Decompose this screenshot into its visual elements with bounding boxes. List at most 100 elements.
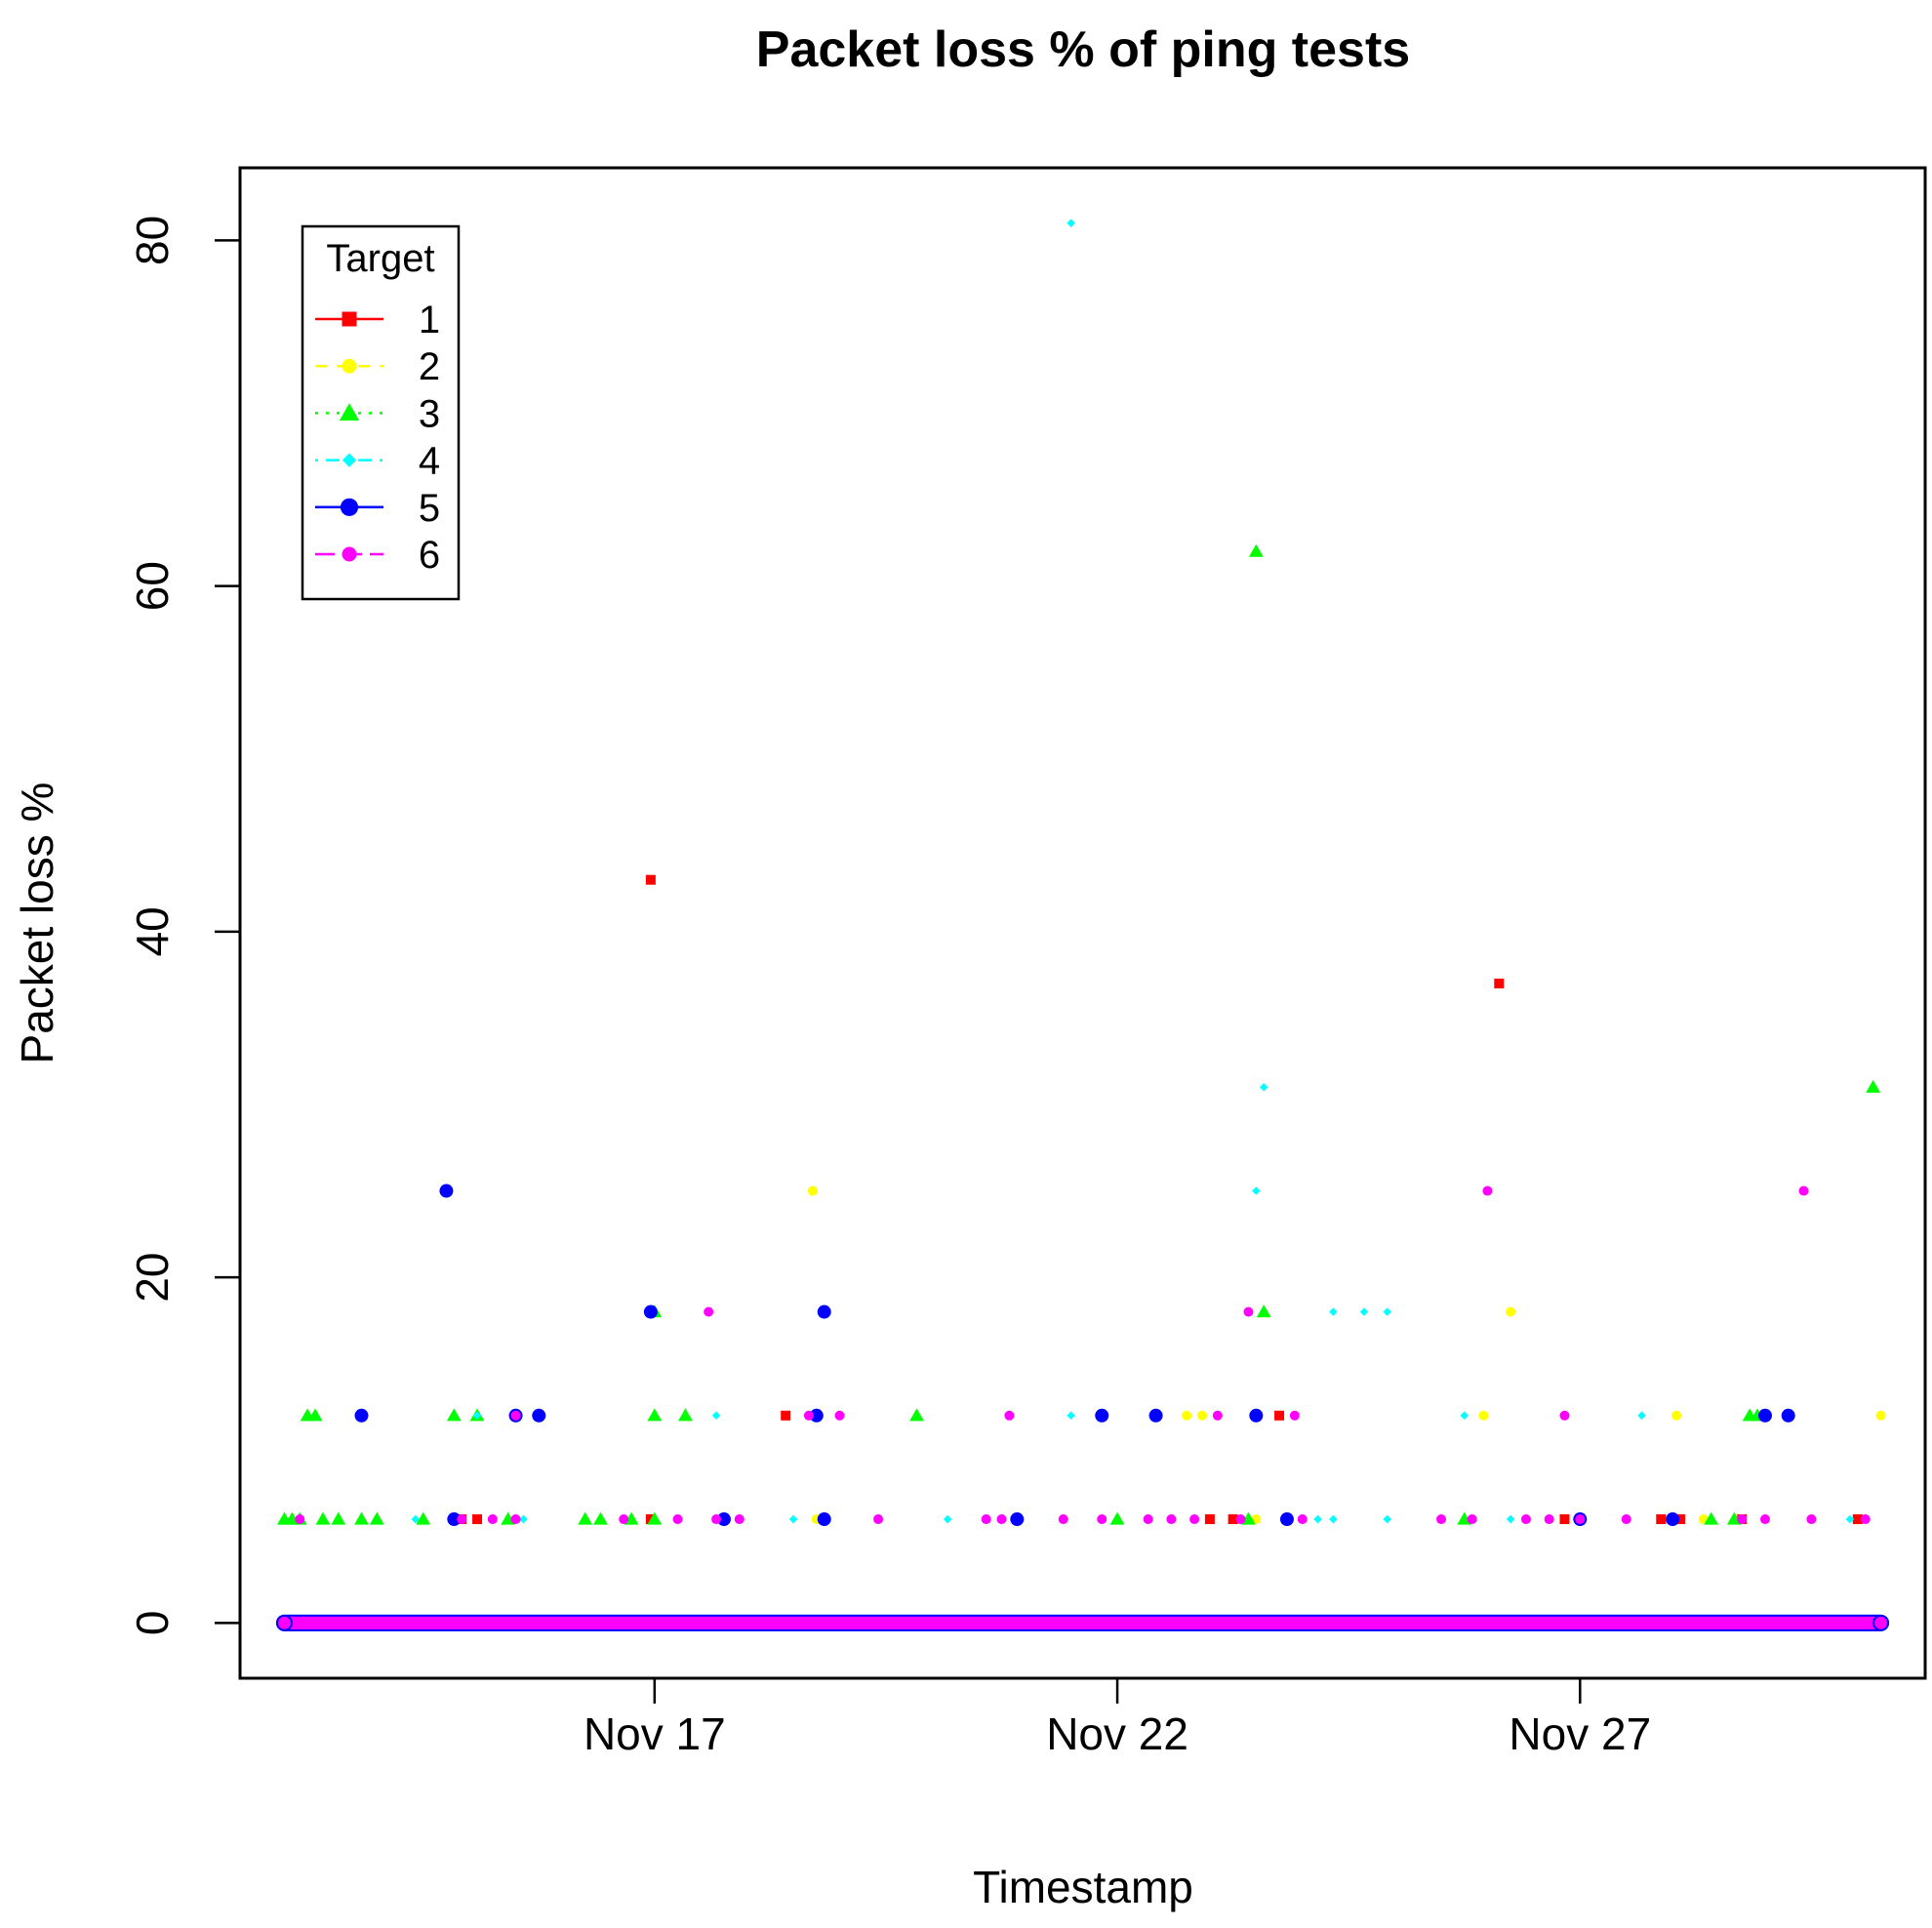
legend: Target 123 456 <box>301 224 461 601</box>
point-series-3 <box>315 1511 331 1525</box>
point-series-3 <box>331 1511 346 1525</box>
point-series-4 <box>1506 1514 1515 1524</box>
point-series-5 <box>643 1305 658 1319</box>
legend-label-4: 4 <box>419 440 440 483</box>
point-series-5 <box>354 1408 369 1423</box>
point-series-4 <box>711 1411 721 1421</box>
y-tick-label: 40 <box>127 906 178 956</box>
point-series-3 <box>307 1408 323 1422</box>
point-series-6 <box>1297 1514 1308 1525</box>
point-series-4 <box>1359 1307 1369 1316</box>
y-axis: 0 20 40 60 80 <box>127 216 242 1635</box>
point-series-6 <box>1235 1514 1246 1525</box>
point-series-6 <box>1467 1514 1477 1525</box>
point-series-5 <box>817 1305 831 1319</box>
point-series-5 <box>1148 1408 1163 1423</box>
point-series-6 <box>1166 1514 1177 1525</box>
baseline-end-point <box>1872 1614 1890 1631</box>
plot-frame <box>238 166 1927 1680</box>
x-axis: Nov 17 Nov 22 Nov 27 <box>584 1676 1651 1759</box>
point-series-1 <box>1656 1514 1667 1525</box>
point-series-1 <box>1852 1514 1863 1525</box>
point-series-4 <box>1329 1307 1338 1316</box>
point-series-6 <box>1289 1410 1300 1421</box>
point-series-1 <box>472 1514 483 1525</box>
point-series-6 <box>704 1306 714 1317</box>
point-series-5 <box>532 1408 546 1423</box>
point-series-5 <box>716 1512 731 1527</box>
point-series-5 <box>447 1512 462 1527</box>
point-series-3 <box>1704 1511 1719 1525</box>
point-series-1 <box>1559 1514 1570 1525</box>
point-series-6 <box>873 1514 884 1525</box>
point-series-3 <box>354 1511 369 1525</box>
point-series-2 <box>1671 1410 1682 1421</box>
point-series-6 <box>1559 1410 1570 1421</box>
point-series-6 <box>1143 1514 1153 1525</box>
point-series-4 <box>1383 1514 1391 1524</box>
point-series-6 <box>1759 1514 1770 1525</box>
point-series-3 <box>1256 1305 1271 1318</box>
legend-label-3: 3 <box>419 392 440 435</box>
point-series-6 <box>487 1514 498 1525</box>
point-series-5 <box>1095 1408 1109 1423</box>
point-series-5 <box>809 1408 824 1423</box>
point-series-5 <box>1249 1408 1264 1423</box>
point-series-2 <box>1478 1410 1489 1421</box>
point-series-3 <box>1866 1079 1881 1093</box>
baseline-markers <box>275 1614 1890 1631</box>
point-series-5 <box>1781 1408 1795 1423</box>
point-series-4 <box>1313 1514 1322 1524</box>
x-tick-label: Nov 22 <box>1046 1708 1188 1759</box>
point-series-4 <box>1259 1082 1268 1092</box>
point-series-3 <box>1248 543 1264 557</box>
point-series-6 <box>1243 1306 1254 1317</box>
point-series-4 <box>1329 1514 1338 1524</box>
point-series-6 <box>1058 1514 1068 1525</box>
point-series-4 <box>1845 1514 1855 1524</box>
point-series-6 <box>1482 1185 1493 1196</box>
point-series-6 <box>1621 1514 1631 1525</box>
point-series-3 <box>593 1511 608 1525</box>
point-series-6 <box>981 1514 991 1525</box>
point-series-6 <box>1212 1410 1223 1421</box>
x-axis-label: Timestamp <box>973 1862 1193 1912</box>
point-series-1 <box>1494 978 1505 988</box>
point-series-5 <box>439 1184 454 1198</box>
point-series-4 <box>788 1514 798 1524</box>
point-series-1 <box>1228 1514 1238 1525</box>
point-series-6 <box>457 1514 467 1525</box>
point-series-2 <box>1197 1410 1208 1421</box>
point-series-2 <box>1182 1410 1192 1421</box>
point-series-3 <box>647 1408 663 1422</box>
point-series-6 <box>510 1514 521 1525</box>
point-series-6 <box>1798 1185 1809 1196</box>
y-tick-label: 60 <box>127 561 178 611</box>
point-series-4 <box>943 1514 952 1524</box>
point-series-1 <box>645 874 656 885</box>
point-series-2 <box>1875 1410 1886 1421</box>
point-series-3 <box>1109 1511 1125 1525</box>
legend-marker-4 <box>342 453 357 467</box>
point-series-1 <box>1204 1514 1215 1525</box>
point-series-4 <box>472 1411 482 1421</box>
point-series-6 <box>1189 1514 1200 1525</box>
point-series-3 <box>446 1408 462 1422</box>
point-series-6 <box>1097 1514 1107 1525</box>
point-series-5 <box>1666 1512 1680 1527</box>
chart-title: Packet loss % of ping tests <box>756 21 1410 78</box>
point-series-6 <box>1575 1514 1586 1525</box>
point-series-1 <box>1675 1514 1686 1525</box>
point-series-4 <box>519 1514 528 1524</box>
point-series-6 <box>1004 1410 1015 1421</box>
point-series-1 <box>781 1410 791 1421</box>
point-series-6 <box>1860 1514 1871 1525</box>
point-series-6 <box>1544 1514 1554 1525</box>
legend-marker-1 <box>342 311 357 327</box>
legend-label-6: 6 <box>419 534 440 577</box>
point-series-6 <box>619 1514 629 1525</box>
point-series-2 <box>1506 1306 1516 1317</box>
point-series-4 <box>1383 1307 1391 1316</box>
point-series-3 <box>647 1511 663 1525</box>
